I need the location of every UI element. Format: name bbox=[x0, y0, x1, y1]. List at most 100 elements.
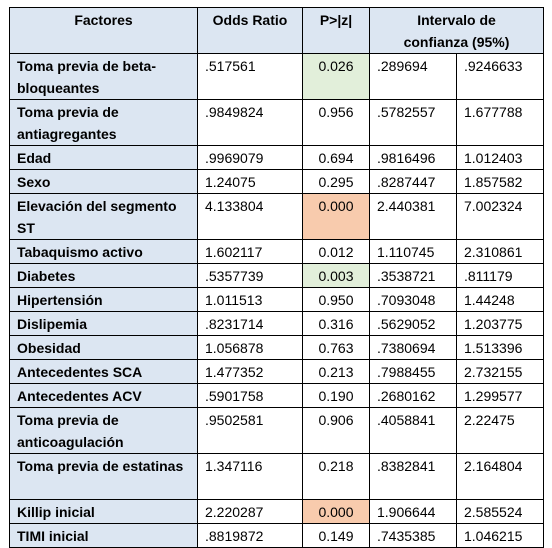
table-row: Elevación del segmento ST 4.133804 0.000 2.… bbox=[9, 193, 544, 240]
odds-ratio-cell: 1.602117 bbox=[197, 239, 303, 264]
ci-low-cell: .7435385 bbox=[369, 523, 457, 548]
odds-ratio-cell: .9849824 bbox=[197, 99, 303, 146]
odds-ratio-cell: 1.347116 bbox=[197, 453, 303, 500]
odds-ratio-cell: 1.477352 bbox=[197, 359, 303, 384]
p-value-cell: 0.026 bbox=[302, 53, 370, 100]
ci-low-cell: .8287447 bbox=[369, 169, 457, 194]
ci-high-cell: .811179 bbox=[456, 263, 544, 288]
ci-high-cell: 1.046215 bbox=[456, 523, 544, 548]
p-value-cell: 0.213 bbox=[302, 359, 370, 384]
p-value-cell: 0.950 bbox=[302, 287, 370, 312]
ci-low-cell: .3538721 bbox=[369, 263, 457, 288]
p-value-cell: 0.000 bbox=[302, 499, 370, 524]
odds-ratio-cell: 4.133804 bbox=[197, 193, 303, 240]
factor-cell: Edad bbox=[9, 145, 198, 170]
ci-high-cell: 2.310861 bbox=[456, 239, 544, 264]
p-value-cell: 0.956 bbox=[302, 99, 370, 146]
table-row: Tabaquismo activo 1.602117 0.012 1.110745 2.… bbox=[9, 239, 544, 264]
header-cell: P>|z| bbox=[302, 7, 370, 54]
factor-cell: Antecedentes ACV bbox=[9, 383, 198, 408]
factor-cell: Elevación del segmento ST bbox=[9, 193, 198, 240]
factor-cell: Toma previa de estatinas bbox=[9, 453, 198, 500]
ci-low-cell: 1.906644 bbox=[369, 499, 457, 524]
table-row: Toma previa de estatinas 1.347116 0.218.83… bbox=[9, 453, 544, 500]
p-value-cell: 0.694 bbox=[302, 145, 370, 170]
odds-ratio-cell: .8819872 bbox=[197, 523, 303, 548]
p-value-cell: 0.295 bbox=[302, 169, 370, 194]
table-row: Diabetes .5357739 0.003.3538721.811179 bbox=[9, 263, 544, 288]
odds-ratio-cell: .517561 bbox=[197, 53, 303, 100]
ci-high-cell: 1.44248 bbox=[456, 287, 544, 312]
table-row: Dislipemia .8231714 0.316.5629052 1.203775 bbox=[9, 311, 544, 336]
header-cell: Intervalo de confianza (95%) bbox=[369, 7, 544, 54]
ci-low-cell: .7380694 bbox=[369, 335, 457, 360]
factor-cell: Toma previa de beta-bloqueantes bbox=[9, 53, 198, 100]
p-value-cell: 0.003 bbox=[302, 263, 370, 288]
table-body: Toma previa de beta-bloqueantes .517561 0.… bbox=[9, 53, 544, 548]
p-value-cell: 0.149 bbox=[302, 523, 370, 548]
factor-cell: Toma previa de anticoagulación bbox=[9, 407, 198, 454]
ci-low-cell: .9816496 bbox=[369, 145, 457, 170]
odds-ratio-cell: .8231714 bbox=[197, 311, 303, 336]
table-row: Toma previa de antiagregantes .9849824 0.9… bbox=[9, 99, 544, 146]
ci-high-cell: 1.677788 bbox=[456, 99, 544, 146]
table-row: Killip inicial 2.220287 0.000 1.906644 2.585… bbox=[9, 499, 544, 524]
ci-high-cell: 1.857582 bbox=[456, 169, 544, 194]
ci-low-cell: .289694 bbox=[369, 53, 457, 100]
factor-cell: Toma previa de antiagregantes bbox=[9, 99, 198, 146]
odds-ratio-cell: .9969079 bbox=[197, 145, 303, 170]
odds-ratio-cell: 1.24075 bbox=[197, 169, 303, 194]
odds-ratio-cell: 1.011513 bbox=[197, 287, 303, 312]
ci-low-cell: .7093048 bbox=[369, 287, 457, 312]
factor-cell: Dislipemia bbox=[9, 311, 198, 336]
p-value-cell: 0.763 bbox=[302, 335, 370, 360]
header-cell: Factores bbox=[9, 7, 198, 54]
header-cell: Odds Ratio bbox=[197, 7, 303, 54]
factor-cell: TIMI inicial bbox=[9, 523, 198, 548]
results-table: Factores Odds Ratio P>|z| Intervalo de c… bbox=[9, 7, 544, 548]
ci-high-cell: 2.732155 bbox=[456, 359, 544, 384]
ci-low-cell: .7988455 bbox=[369, 359, 457, 384]
factor-cell: Diabetes bbox=[9, 263, 198, 288]
table-row: Hipertensión 1.011513 0.950.7093048 1.44248 bbox=[9, 287, 544, 312]
odds-ratio-cell: .5901758 bbox=[197, 383, 303, 408]
p-value-cell: 0.012 bbox=[302, 239, 370, 264]
odds-ratio-cell: 1.056878 bbox=[197, 335, 303, 360]
table-row: Toma previa de beta-bloqueantes .517561 0.… bbox=[9, 53, 544, 100]
odds-ratio-cell: .5357739 bbox=[197, 263, 303, 288]
ci-high-cell: 1.513396 bbox=[456, 335, 544, 360]
table-row: TIMI inicial .8819872 0.149.7435385 1.04621… bbox=[9, 523, 544, 548]
header-row: Factores Odds Ratio P>|z| Intervalo de c… bbox=[9, 7, 544, 54]
ci-high-cell: 2.22475 bbox=[456, 407, 544, 454]
table-row: Obesidad 1.056878 0.763.7380694 1.513396 bbox=[9, 335, 544, 360]
factor-cell: Sexo bbox=[9, 169, 198, 194]
ci-low-cell: .8382841 bbox=[369, 453, 457, 500]
factor-cell: Tabaquismo activo bbox=[9, 239, 198, 264]
p-value-cell: 0.316 bbox=[302, 311, 370, 336]
ci-high-cell: 7.002324 bbox=[456, 193, 544, 240]
ci-high-cell: 1.299577 bbox=[456, 383, 544, 408]
table-row: Edad .9969079 0.694.9816496 1.012403 bbox=[9, 145, 544, 170]
factor-cell: Obesidad bbox=[9, 335, 198, 360]
table-row: Antecedentes ACV .5901758 0.190.2680162 1.2… bbox=[9, 383, 544, 408]
ci-high-cell: 1.012403 bbox=[456, 145, 544, 170]
p-value-cell: 0.000 bbox=[302, 193, 370, 240]
odds-ratio-cell: 2.220287 bbox=[197, 499, 303, 524]
ci-high-cell: 1.203775 bbox=[456, 311, 544, 336]
ci-high-cell: 2.585524 bbox=[456, 499, 544, 524]
table-row: Antecedentes SCA 1.477352 0.213.7988455 2.7… bbox=[9, 359, 544, 384]
p-value-cell: 0.218 bbox=[302, 453, 370, 500]
ci-low-cell: 1.110745 bbox=[369, 239, 457, 264]
p-value-cell: 0.906 bbox=[302, 407, 370, 454]
ci-low-cell: .2680162 bbox=[369, 383, 457, 408]
table-row: Sexo 1.24075 0.295.8287447 1.857582 bbox=[9, 169, 544, 194]
ci-low-cell: 2.440381 bbox=[369, 193, 457, 240]
ci-low-cell: .5782557 bbox=[369, 99, 457, 146]
table-row: Toma previa de anticoagulación .9502581 0.… bbox=[9, 407, 544, 454]
odds-ratio-cell: .9502581 bbox=[197, 407, 303, 454]
p-value-cell: 0.190 bbox=[302, 383, 370, 408]
factor-cell: Killip inicial bbox=[9, 499, 198, 524]
ci-low-cell: .5629052 bbox=[369, 311, 457, 336]
ci-high-cell: 2.164804 bbox=[456, 453, 544, 500]
